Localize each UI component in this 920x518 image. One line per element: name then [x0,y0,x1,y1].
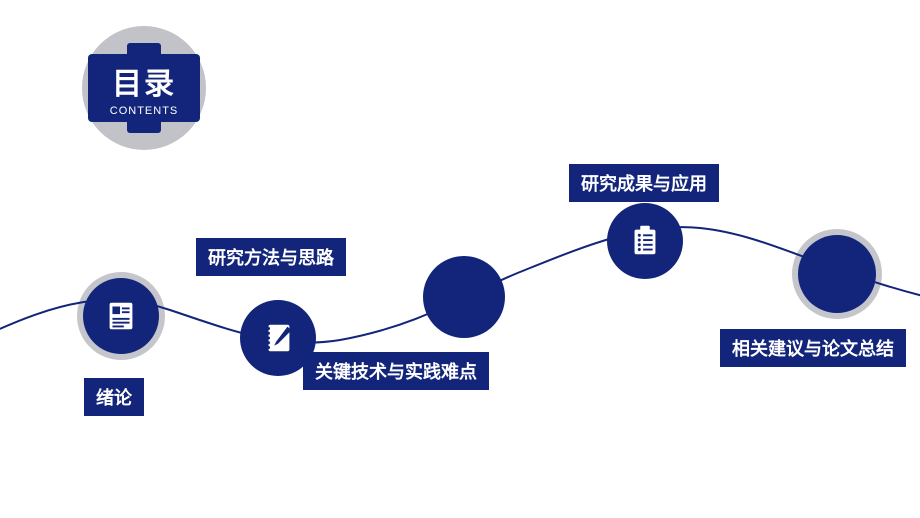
timeline-node-results [607,203,683,279]
checklist-icon [626,222,664,260]
contents-badge: 目录 CONTENTS [82,26,206,150]
timeline-node-tech [423,256,505,338]
timeline-label-intro: 绪论 [84,378,144,416]
timeline-node-conclusion [798,235,876,313]
badge-title: 目录 [112,59,176,103]
timeline-label-results: 研究成果与应用 [569,164,719,202]
timeline-label-conclusion: 相关建议与论文总结 [720,329,906,367]
badge-title-group: 目录 CONTENTS [82,26,206,150]
notebook-icon [259,319,297,357]
timeline-node-intro [83,278,159,354]
node-ring [792,229,882,319]
badge-subtitle: CONTENTS [110,105,179,117]
timeline-label-tech: 关键技术与实践难点 [303,352,489,390]
timeline-label-method: 研究方法与思路 [196,238,346,276]
document-icon [102,297,140,335]
